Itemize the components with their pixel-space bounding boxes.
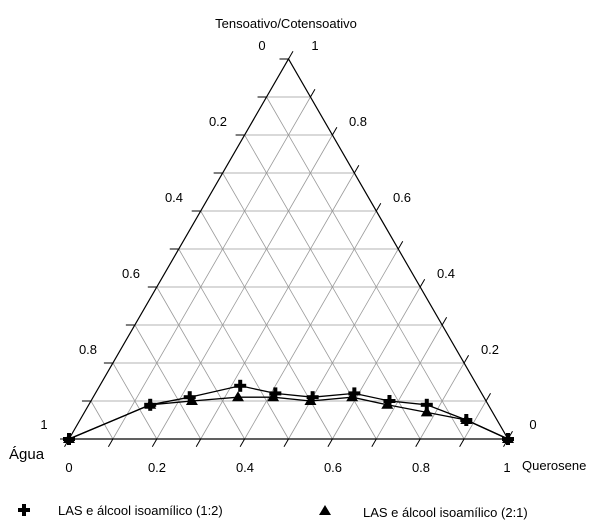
tick-bottom [415,438,421,448]
bottom-tick-label-0: 0 [65,460,72,475]
tick-marks [60,50,513,448]
right-tick-label-0.2: 0.2 [481,342,499,357]
bottom-tick-label-0.6: 0.6 [324,460,342,475]
right-tick-label-0.6: 0.6 [393,190,411,205]
left-tick-label-0.8: 0.8 [79,342,97,357]
tick-bottom [459,438,465,448]
ternary-grid [90,96,487,440]
tick-right [310,88,316,98]
tick-bottom [107,438,114,448]
grid-line-agua [112,362,158,440]
grid-line-querosene [375,324,443,440]
tick-bottom [151,438,158,448]
legend-triangle-marker [319,505,331,515]
left-tick-label-0.2: 0.2 [209,114,227,129]
grid-line-querosene [288,248,399,440]
plus-marker [420,398,433,411]
plus-marker [234,379,247,392]
grid-line-agua [178,248,289,440]
series-line-2 [68,396,509,440]
plus-marker [383,395,396,407]
tick-right [288,50,294,60]
triangle-marker [232,391,245,402]
plus-marker [183,391,196,404]
legend-label-series-2: LAS e álcool isoamílico (2:1) [363,505,528,520]
legend-item-series-1: LAS e álcool isoamílico (1:2) [18,503,223,518]
plus-marker [348,387,361,400]
bottom-tick-label-0.2: 0.2 [148,460,166,475]
series-line-1 [68,385,509,440]
triangle-marker [185,395,198,405]
tick-right [419,278,426,288]
legend-plus-marker [18,504,30,516]
legend-label-series-1: LAS e álcool isoamílico (1:2) [58,503,223,518]
grid-line-querosene [200,172,355,440]
left-tick-labels: 0 0.2 0.4 0.6 0.8 1 [40,38,265,432]
left-tick-label-0: 0 [258,38,265,53]
tick-bottom [371,438,377,448]
tick-right [485,392,491,402]
grid-line-agua [90,400,114,440]
tick-bottom [239,438,246,448]
right-vertex-label: Querosene [522,458,586,473]
plus-marker [269,387,282,400]
legend: LAS e álcool isoamílico (1:2) LAS e álco… [18,503,528,520]
triangle-marker [144,398,157,409]
right-tick-label-0.8: 0.8 [349,114,367,129]
tick-right [441,316,448,326]
series-lines [68,385,509,440]
series-markers [63,379,514,445]
tick-bottom [327,438,333,448]
bottom-tick-label-0.4: 0.4 [236,460,254,475]
grid-line-querosene [332,286,421,440]
tick-right [463,354,470,364]
tick-right [353,164,360,174]
triangle-marker [346,391,359,402]
left-tick-label-0.4: 0.4 [165,190,183,205]
grid-line-agua [266,96,465,440]
tick-right [331,126,338,136]
bottom-tick-labels: 0 0.2 0.4 0.6 0.8 1 [65,460,510,475]
bottom-tick-label-1: 1 [503,460,510,475]
triangle-marker [381,398,394,409]
grid-line-agua [134,324,202,440]
bottom-tick-label-0.8: 0.8 [412,460,430,475]
grid-line-querosene [112,96,311,440]
grid-line-querosene [419,362,465,440]
grid-line-agua [156,286,245,440]
right-tick-labels: 1 0.8 0.6 0.4 0.2 0 [311,38,536,432]
top-axis-title: Tensoativo/Cotensoativo [215,16,357,31]
left-tick-label-1: 1 [40,417,47,432]
tick-right [375,202,382,212]
right-tick-label-0: 0 [529,417,536,432]
right-tick-label-0.4: 0.4 [437,266,455,281]
triangle-marker [63,433,75,443]
left-tick-label-0.6: 0.6 [122,266,140,281]
triangle-marker [502,433,514,443]
triangle-marker [267,391,280,402]
grid-line-querosene [463,400,487,440]
triangle-marker [304,395,317,405]
right-tick-label-1: 1 [311,38,318,53]
legend-item-series-2: LAS e álcool isoamílico (2:1) [319,505,528,520]
triangle-marker [460,414,473,424]
plus-marker [306,391,319,404]
tick-bottom [195,438,202,448]
triangle-marker [420,406,433,417]
left-vertex-label: Água [9,446,45,463]
tick-bottom [283,438,289,448]
tick-right [397,240,404,250]
